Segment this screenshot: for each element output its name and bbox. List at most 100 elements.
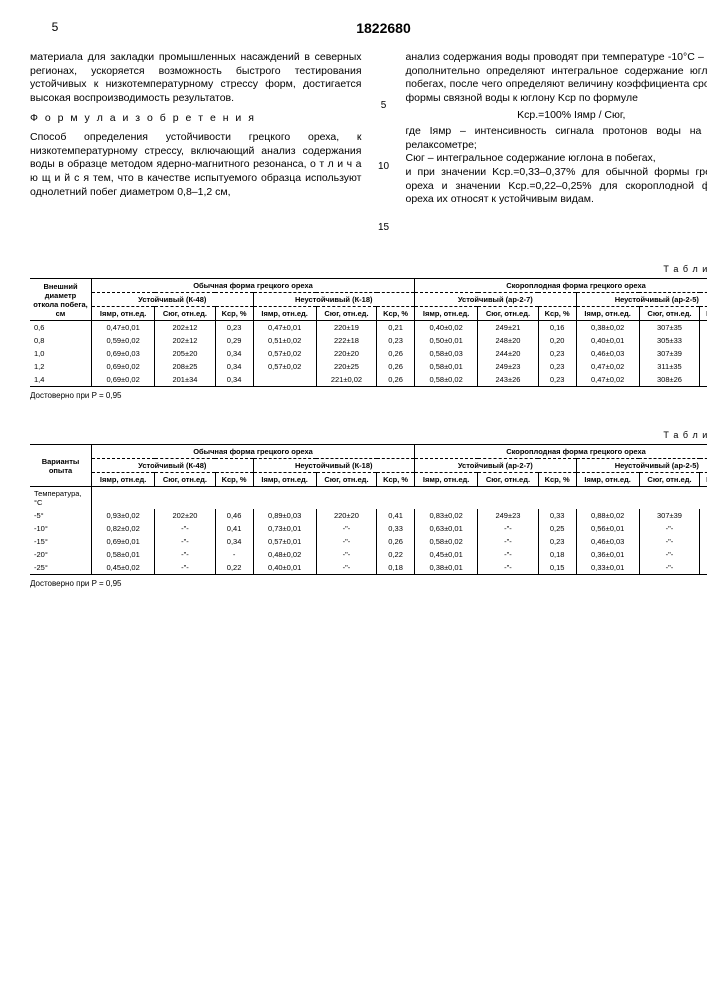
table-cell: 0,23 [538, 347, 576, 360]
r-para-4: и при значении Kср.=0,33–0,37% для обычн… [406, 166, 707, 205]
table-cell: 0,8 [30, 334, 92, 347]
table-cell: 0,18 [700, 522, 707, 535]
table-cell: 0,50±0,01 [415, 334, 478, 347]
table-cell: 0,38±0,02 [576, 321, 639, 335]
table-2: Варианты опыта Обычная форма грецкого ор… [30, 444, 707, 575]
table-cell: -5° [30, 509, 92, 522]
table-cell: 0,58±0,03 [415, 347, 478, 360]
t1-c: Kср, % [538, 307, 576, 321]
table-cell: -"- [478, 522, 538, 535]
t1-hleft: Внешний диаметр откола побега, см [30, 279, 92, 321]
marker-10: 10 [377, 160, 391, 173]
t2-c: Сюг, отн.ед. [316, 473, 376, 487]
t2-c: Сюг, отн.ед. [155, 473, 215, 487]
table-cell: 0,12 [700, 548, 707, 561]
table-cell: 311±35 [639, 360, 699, 373]
body-columns: материала для закладки промышленных наса… [30, 51, 707, 234]
table-cell: -10° [30, 522, 92, 535]
r-para-3: Сюг – интегральное содержание юглона в п… [406, 152, 656, 164]
table-cell: 0,58±0,02 [415, 535, 478, 548]
doc-number: 1822680 [356, 20, 411, 36]
table-cell: 0,33±0,01 [576, 561, 639, 575]
table-cell: 0,69±0,02 [92, 360, 155, 373]
page-header: 5 1822680 6 [30, 20, 707, 36]
table-cell: 0,25 [538, 522, 576, 535]
table-cell: 202±12 [155, 321, 215, 335]
marker-15: 15 [377, 221, 391, 234]
t1-sub2: Неустойчивый (К-18) [253, 293, 415, 307]
table-cell: 0,29 [215, 334, 253, 347]
table1-caption: Т а б л и ц а 1 [30, 264, 707, 274]
table-cell: 0,6 [30, 321, 92, 335]
table-cell: 0,11 [700, 561, 707, 575]
table-cell: 308±26 [639, 373, 699, 387]
table-cell: 221±0,02 [316, 373, 376, 387]
table-cell: -"- [316, 535, 376, 548]
table-cell: 0,15 [538, 561, 576, 575]
table-cell: 220±25 [316, 360, 376, 373]
table-cell: 0,16 [700, 535, 707, 548]
table-cell: -"- [316, 548, 376, 561]
t2-c: Kср, % [700, 473, 707, 487]
t2-c: Kср, % [377, 473, 415, 487]
table-cell: 0,69±0,01 [92, 535, 155, 548]
table-cell: 0,46±0,03 [576, 347, 639, 360]
table-cell: 1,4 [30, 373, 92, 387]
table-cell: 0,26 [377, 360, 415, 373]
table-cell: 0,23 [215, 321, 253, 335]
table-cell: -"- [155, 561, 215, 575]
table-cell: -"- [639, 522, 699, 535]
table-cell: 307±39 [639, 347, 699, 360]
t1-g2: Скороплодная форма грецкого ореха [415, 279, 707, 293]
table-cell: 0,45±0,02 [92, 561, 155, 575]
table-cell: 0,48±0,02 [253, 548, 316, 561]
table-cell: 0,26 [377, 535, 415, 548]
t1-c: Сюг, отн.ед. [316, 307, 376, 321]
table-cell: 0,82±0,02 [92, 522, 155, 535]
table-cell: 0,47±0,01 [92, 321, 155, 335]
table-cell: 0,13 [700, 334, 707, 347]
table-cell: 0,23 [377, 334, 415, 347]
line-markers: 5 10 15 [377, 51, 391, 234]
table-cell: -"- [478, 535, 538, 548]
table-cell: 202±12 [155, 334, 215, 347]
table-cell: 0,93±0,02 [92, 509, 155, 522]
table-cell: 220±19 [316, 321, 376, 335]
table-cell: 0,73±0,01 [253, 522, 316, 535]
right-column: анализ содержания воды проводят при темп… [406, 51, 707, 234]
table-cell: 220±20 [316, 509, 376, 522]
table-cell: 0,16 [700, 360, 707, 373]
table-cell: 0,18 [377, 561, 415, 575]
table-cell: -"- [155, 535, 215, 548]
table-cell: -"- [316, 561, 376, 575]
table-cell: 0,47±0,02 [576, 360, 639, 373]
para-1: материала для закладки промышленных наса… [30, 51, 362, 104]
table-cell: 0,40±0,01 [253, 561, 316, 575]
table-cell: 307±39 [639, 509, 699, 522]
formula-heading: Ф о р м у л а и з о б р е т е н и я [30, 112, 362, 126]
formula: Kср.=100% Iямр / Сюг, [406, 109, 707, 123]
t1-c: Сюг, отн.ед. [639, 307, 699, 321]
table-cell: 0,16 [700, 347, 707, 360]
t2-sub4: Неустойчивый (ар-2-5) [576, 459, 707, 473]
table-cell: 0,57±0,02 [253, 347, 316, 360]
table-cell: 208±25 [155, 360, 215, 373]
table-cell: 0,38±0,01 [415, 561, 478, 575]
marker-5: 5 [377, 99, 391, 112]
t1-footnote: Достоверно при P = 0,95 [30, 391, 707, 400]
table-cell: 0,40±0,02 [415, 321, 478, 335]
table-cell: 0,33 [538, 509, 576, 522]
table-cell: 0,47±0,02 [576, 373, 639, 387]
table-cell: -"- [639, 561, 699, 575]
table-cell: 201±34 [155, 373, 215, 387]
left-column: материала для закладки промышленных наса… [30, 51, 362, 234]
t1-c: Kср, % [377, 307, 415, 321]
table-cell: -"- [478, 548, 538, 561]
table-cell: 244±20 [478, 347, 538, 360]
t2-footnote: Достоверно при P = 0,95 [30, 579, 707, 588]
t1-c: Сюг, отн.ед. [478, 307, 538, 321]
table-cell: 0,45±0,01 [415, 548, 478, 561]
table-cell: 0,46 [215, 509, 253, 522]
table-cell: -25° [30, 561, 92, 575]
t1-c: Iямр, отн.ед. [576, 307, 639, 321]
